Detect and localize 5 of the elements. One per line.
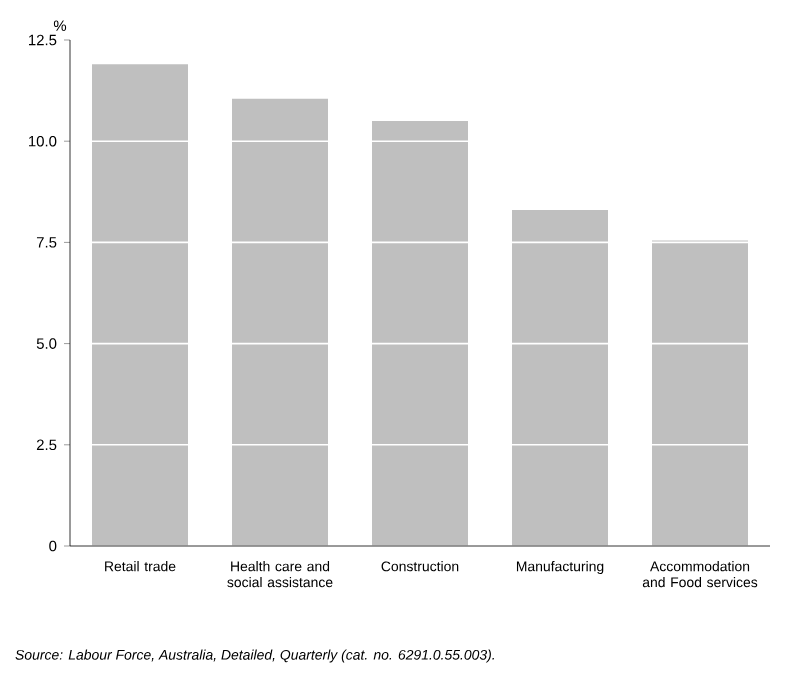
bar — [232, 98, 328, 546]
bar — [652, 240, 749, 546]
bar — [372, 120, 468, 546]
bar — [92, 64, 188, 546]
bar — [512, 210, 609, 546]
